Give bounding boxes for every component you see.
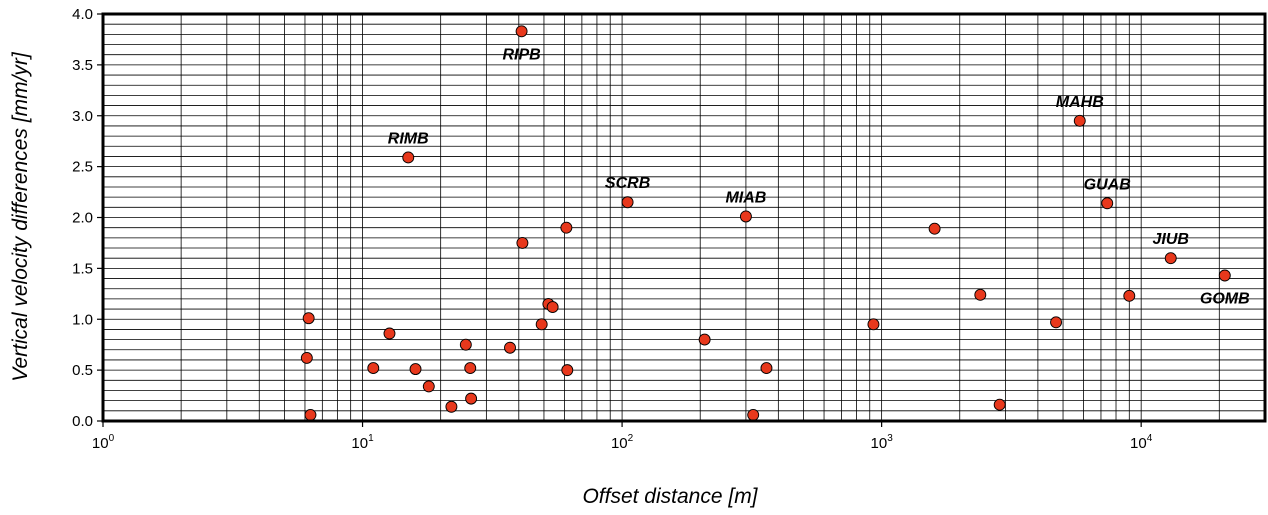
data-point [739,210,752,223]
station-label: RIMB [388,130,429,147]
data-point [304,408,317,421]
data-point [367,362,380,375]
data-point [535,318,548,331]
data-point [1123,289,1136,302]
data-point [560,221,573,234]
x-tick-label: 103 [871,433,894,452]
data-point [1050,316,1063,329]
station-label: SCRB [605,175,650,192]
x-axis-title: Offset distance [m] [582,485,758,508]
data-point [928,222,941,235]
data-point [867,318,880,331]
y-tick-label: 2.0 [72,210,93,227]
grid [103,14,1265,421]
station-labels: RIMB RIPB SCRB MIAB MAHB GUAB JIUB GOMB [388,46,1250,307]
data-point [993,398,1006,411]
data-point [698,333,711,346]
data-point [546,301,559,313]
y-axis-ticks: 0.0 0.5 1.0 1.5 2.0 2.5 3.0 3.5 4.0 [72,6,103,430]
data-point [300,351,313,364]
y-tick-label: 0.0 [72,413,93,430]
data-point [747,408,760,421]
data-point [516,236,529,249]
y-tick-label: 2.5 [72,159,93,176]
y-tick-label: 3.0 [72,108,93,125]
y-tick-label: 1.0 [72,311,93,328]
data-point [621,196,634,209]
data-point [515,25,528,38]
x-tick-label: 101 [351,433,374,452]
data-point [1073,114,1086,127]
x-axis-ticks: 100 101 102 103 104 [92,421,1153,452]
station-label: GUAB [1084,176,1131,193]
data-point [1218,269,1231,282]
station-label: GOMB [1200,290,1250,307]
x-tick-label: 100 [92,433,115,452]
station-label: RIPB [502,46,540,63]
data-point [760,362,773,375]
station-label: JIUB [1153,231,1189,248]
y-axis-title: Vertical velocity differences [mm/yr] [9,51,32,382]
station-label: MIAB [725,189,766,206]
data-point [409,363,422,376]
data-point [1164,252,1177,265]
data-point [383,327,396,340]
y-tick-label: 4.0 [72,6,93,23]
data-point [561,364,574,377]
data-point [1101,197,1114,210]
y-tick-label: 0.5 [72,362,93,379]
data-point [422,380,435,393]
data-point [464,362,477,375]
y-tick-label: 1.5 [72,260,93,277]
x-tick-label: 104 [1130,433,1153,452]
data-point [302,312,315,325]
data-point [459,338,472,351]
data-point [402,151,415,164]
data-point [974,288,987,301]
data-point [465,392,478,405]
data-point [445,400,458,413]
data-points [300,25,1231,421]
x-tick-label: 102 [611,433,634,452]
y-tick-label: 3.5 [72,57,93,74]
data-point [504,341,516,354]
station-label: MAHB [1056,94,1104,111]
